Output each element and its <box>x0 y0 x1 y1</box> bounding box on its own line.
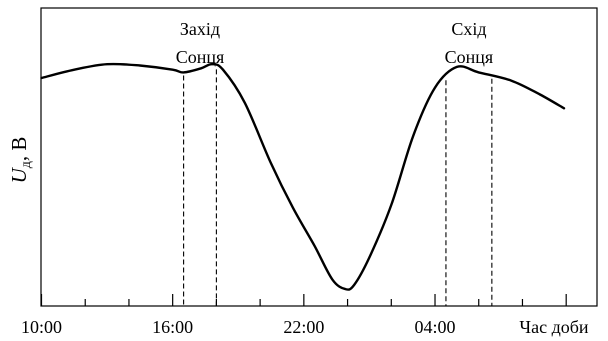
plot-frame <box>40 7 598 307</box>
y-axis-label-sub: д <box>19 161 34 168</box>
y-axis-label: Uд, В <box>7 137 34 184</box>
x-axis-label: Час доби <box>519 317 588 337</box>
annotation-label-line1: Схід <box>451 19 486 39</box>
x-tick-label: 04:00 <box>415 317 456 337</box>
x-tick-label: 16:00 <box>152 317 193 337</box>
annotation-label-line2: Сонця <box>176 47 225 67</box>
annotation-label-line2: Сонця <box>445 47 494 67</box>
x-tick-label: 10:00 <box>21 317 62 337</box>
voltage-curve <box>40 62 566 291</box>
annotation-label-line1: Захід <box>180 19 220 39</box>
y-axis-label-main: U <box>7 166 31 183</box>
y-axis-label-unit: , В <box>7 137 31 162</box>
x-tick-label: 22:00 <box>283 317 324 337</box>
